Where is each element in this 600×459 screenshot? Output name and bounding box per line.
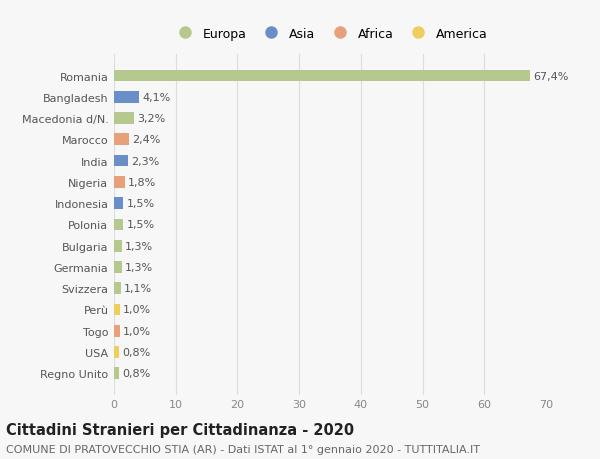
Bar xyxy=(114,71,530,82)
Bar xyxy=(114,134,129,146)
Bar xyxy=(114,368,119,379)
Text: 1,8%: 1,8% xyxy=(128,178,157,187)
Text: 2,3%: 2,3% xyxy=(131,156,160,166)
Bar xyxy=(114,177,125,188)
Text: 1,5%: 1,5% xyxy=(127,220,154,230)
Text: 2,4%: 2,4% xyxy=(132,135,160,145)
Text: 3,2%: 3,2% xyxy=(137,114,165,124)
Text: 1,1%: 1,1% xyxy=(124,284,152,294)
Text: 1,3%: 1,3% xyxy=(125,263,153,272)
Bar xyxy=(114,219,123,231)
Legend: Europa, Asia, Africa, America: Europa, Asia, Africa, America xyxy=(169,24,491,45)
Text: 4,1%: 4,1% xyxy=(142,93,170,102)
Bar xyxy=(114,113,134,125)
Bar xyxy=(114,304,120,316)
Text: 1,0%: 1,0% xyxy=(123,326,151,336)
Bar xyxy=(114,347,119,358)
Bar xyxy=(114,156,128,167)
Text: 67,4%: 67,4% xyxy=(533,71,568,81)
Bar xyxy=(114,325,120,337)
Bar xyxy=(114,241,122,252)
Text: 1,0%: 1,0% xyxy=(123,305,151,315)
Text: 0,8%: 0,8% xyxy=(122,347,150,357)
Text: Cittadini Stranieri per Cittadinanza - 2020: Cittadini Stranieri per Cittadinanza - 2… xyxy=(6,422,354,437)
Bar xyxy=(114,283,121,294)
Text: 1,5%: 1,5% xyxy=(127,199,154,209)
Text: 0,8%: 0,8% xyxy=(122,369,150,379)
Bar xyxy=(114,198,123,209)
Text: 1,3%: 1,3% xyxy=(125,241,153,251)
Text: COMUNE DI PRATOVECCHIO STIA (AR) - Dati ISTAT al 1° gennaio 2020 - TUTTITALIA.IT: COMUNE DI PRATOVECCHIO STIA (AR) - Dati … xyxy=(6,444,480,454)
Bar xyxy=(114,262,122,273)
Bar xyxy=(114,92,139,103)
